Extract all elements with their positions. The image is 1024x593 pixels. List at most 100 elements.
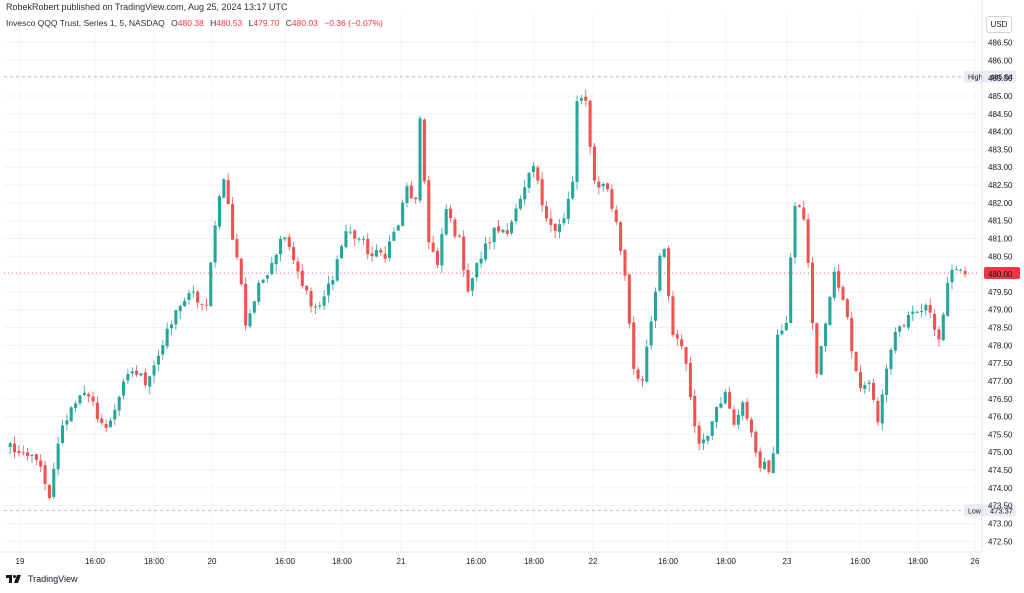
- candle[interactable]: [680, 334, 684, 351]
- candle[interactable]: [462, 230, 466, 277]
- candle[interactable]: [518, 195, 522, 211]
- candle[interactable]: [252, 301, 256, 315]
- candle[interactable]: [340, 244, 344, 259]
- candle[interactable]: [797, 204, 801, 208]
- candle[interactable]: [357, 236, 361, 243]
- candle[interactable]: [553, 223, 557, 239]
- candle[interactable]: [719, 396, 723, 409]
- candle[interactable]: [135, 365, 139, 377]
- candle[interactable]: [902, 323, 906, 328]
- candle[interactable]: [728, 386, 732, 409]
- candle[interactable]: [723, 388, 727, 405]
- candle[interactable]: [911, 305, 915, 321]
- price-axis[interactable]: 472.50 473.00 473.50 474.00 474.50 475.00 475.…: [981, 0, 1013, 552]
- candle[interactable]: [30, 454, 34, 463]
- candle[interactable]: [139, 373, 143, 377]
- candle[interactable]: [470, 277, 474, 296]
- candle[interactable]: [78, 394, 82, 406]
- candle[interactable]: [113, 403, 117, 426]
- candle[interactable]: [388, 235, 392, 262]
- candle[interactable]: [148, 375, 152, 395]
- tradingview-brand[interactable]: TradingView: [6, 574, 78, 584]
- candle[interactable]: [287, 233, 291, 251]
- candle[interactable]: [87, 392, 91, 403]
- candle[interactable]: [126, 368, 130, 385]
- candle[interactable]: [819, 345, 823, 376]
- candle[interactable]: [889, 347, 893, 375]
- candle[interactable]: [606, 182, 610, 192]
- candle[interactable]: [950, 264, 954, 290]
- candle[interactable]: [610, 184, 614, 212]
- candle[interactable]: [954, 266, 958, 271]
- candle[interactable]: [815, 322, 819, 378]
- candle[interactable]: [278, 235, 283, 262]
- candle[interactable]: [418, 115, 422, 204]
- candle[interactable]: [802, 200, 806, 221]
- candle[interactable]: [222, 177, 226, 199]
- candle[interactable]: [274, 253, 278, 272]
- candle[interactable]: [239, 257, 243, 286]
- candle[interactable]: [497, 220, 501, 234]
- currency-button[interactable]: USD: [986, 16, 1012, 33]
- candle[interactable]: [161, 340, 165, 360]
- candle[interactable]: [919, 303, 924, 318]
- candle[interactable]: [244, 277, 248, 331]
- candle[interactable]: [353, 228, 357, 247]
- candle[interactable]: [270, 256, 274, 276]
- candle[interactable]: [845, 297, 849, 320]
- candle[interactable]: [941, 312, 945, 342]
- candle[interactable]: [483, 236, 487, 262]
- candle[interactable]: [876, 397, 880, 426]
- candle[interactable]: [906, 311, 910, 330]
- candle[interactable]: [584, 89, 588, 107]
- candle[interactable]: [204, 298, 208, 311]
- candle[interactable]: [671, 291, 675, 338]
- candle[interactable]: [248, 309, 252, 329]
- candle[interactable]: [780, 324, 784, 336]
- candle[interactable]: [915, 310, 919, 314]
- candle[interactable]: [732, 405, 736, 427]
- candle[interactable]: [21, 445, 25, 456]
- candle[interactable]: [475, 262, 479, 282]
- candle[interactable]: [108, 417, 112, 428]
- candle[interactable]: [117, 395, 121, 416]
- candle[interactable]: [26, 447, 30, 461]
- candle[interactable]: [754, 430, 758, 458]
- candle[interactable]: [597, 176, 601, 195]
- candle[interactable]: [191, 285, 195, 298]
- candle[interactable]: [540, 172, 544, 212]
- candle[interactable]: [575, 95, 579, 190]
- candle[interactable]: [697, 421, 701, 451]
- candle[interactable]: [300, 264, 304, 289]
- candle[interactable]: [318, 301, 322, 310]
- candle[interactable]: [235, 233, 239, 261]
- candle[interactable]: [370, 246, 374, 263]
- candle[interactable]: [885, 364, 889, 403]
- candle[interactable]: [440, 227, 444, 273]
- candle[interactable]: [374, 244, 378, 258]
- candle[interactable]: [95, 396, 99, 423]
- candle[interactable]: [658, 252, 662, 293]
- candle[interactable]: [662, 248, 666, 259]
- candle[interactable]: [562, 213, 566, 226]
- candle[interactable]: [43, 461, 47, 492]
- candle[interactable]: [309, 287, 313, 313]
- candle[interactable]: [383, 246, 387, 263]
- candle[interactable]: [209, 261, 213, 307]
- candle[interactable]: [283, 236, 287, 243]
- candle[interactable]: [588, 99, 592, 155]
- candle[interactable]: [736, 409, 740, 430]
- candles[interactable]: [8, 89, 967, 500]
- candle[interactable]: [832, 267, 836, 302]
- candle[interactable]: [505, 223, 509, 237]
- candle[interactable]: [937, 326, 941, 347]
- candle[interactable]: [963, 266, 967, 278]
- candle[interactable]: [52, 462, 56, 499]
- candle[interactable]: [305, 284, 309, 295]
- candle[interactable]: [39, 454, 43, 473]
- candle[interactable]: [592, 142, 596, 185]
- candle[interactable]: [858, 364, 862, 392]
- candle[interactable]: [627, 273, 631, 329]
- candle[interactable]: [837, 264, 841, 292]
- candle[interactable]: [701, 433, 706, 451]
